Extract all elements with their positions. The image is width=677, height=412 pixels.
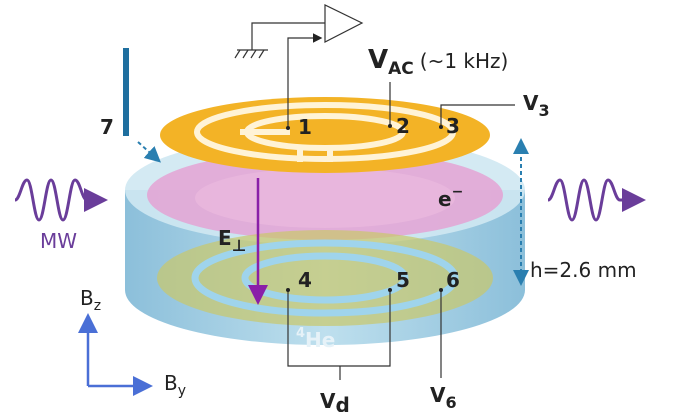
height-label: h=2.6 mm — [530, 258, 637, 282]
mw-label: MW — [40, 229, 77, 253]
electrode-label: 5 — [396, 268, 410, 292]
helium-label: 4He — [296, 326, 335, 352]
side-electrode — [123, 48, 129, 136]
electrode-label: 6 — [446, 268, 460, 292]
field-label: E⊥ — [218, 226, 246, 255]
electron-label: e− — [438, 184, 463, 211]
electrode-label: 3 — [446, 114, 460, 138]
electrode-label: 7 — [100, 115, 114, 139]
dashed-arrow — [137, 141, 161, 163]
top-electrode — [160, 97, 490, 173]
vac-label: VAC (~1 kHz) — [368, 45, 508, 79]
microwave-in — [14, 178, 108, 222]
by-label: By — [164, 371, 186, 399]
electrode-label: 4 — [298, 268, 312, 292]
electrode-label: 1 — [298, 115, 312, 139]
bz-label: Bz — [80, 286, 101, 314]
wiring — [234, 4, 515, 380]
microwave-out — [547, 178, 646, 222]
v3-label: V3 — [523, 91, 550, 120]
v6-label: V6 — [430, 383, 457, 412]
contacts — [286, 124, 443, 292]
electrode-label: 2 — [396, 114, 410, 138]
vd-label: Vd — [320, 389, 350, 412]
